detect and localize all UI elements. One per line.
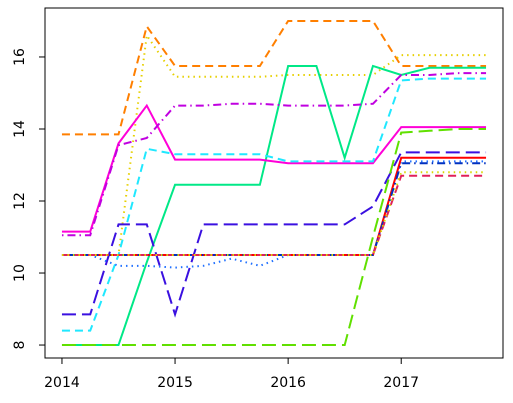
series-line — [61, 32, 487, 257]
y-tick-label: 10 — [12, 264, 28, 282]
series-line — [61, 103, 487, 233]
x-tick-label: 2017 — [383, 375, 419, 391]
x-tick-label: 2016 — [270, 375, 306, 391]
y-tick-label: 14 — [12, 120, 28, 138]
series-line — [61, 151, 487, 318]
y-tick-label: 16 — [12, 48, 28, 66]
series-line — [61, 174, 487, 257]
series-line — [61, 72, 487, 237]
series-line — [61, 127, 487, 347]
y-tick-label: 8 — [12, 341, 28, 350]
series-line — [61, 19, 487, 136]
series-line — [61, 162, 487, 257]
plot-frame — [44, 7, 504, 359]
series-line — [61, 64, 487, 347]
x-tick-label: 2015 — [157, 375, 193, 391]
y-tick-label: 12 — [12, 192, 28, 210]
series-line — [61, 160, 487, 269]
series-line — [61, 171, 487, 257]
series-line — [61, 77, 487, 332]
x-tick-label: 2014 — [44, 375, 80, 391]
